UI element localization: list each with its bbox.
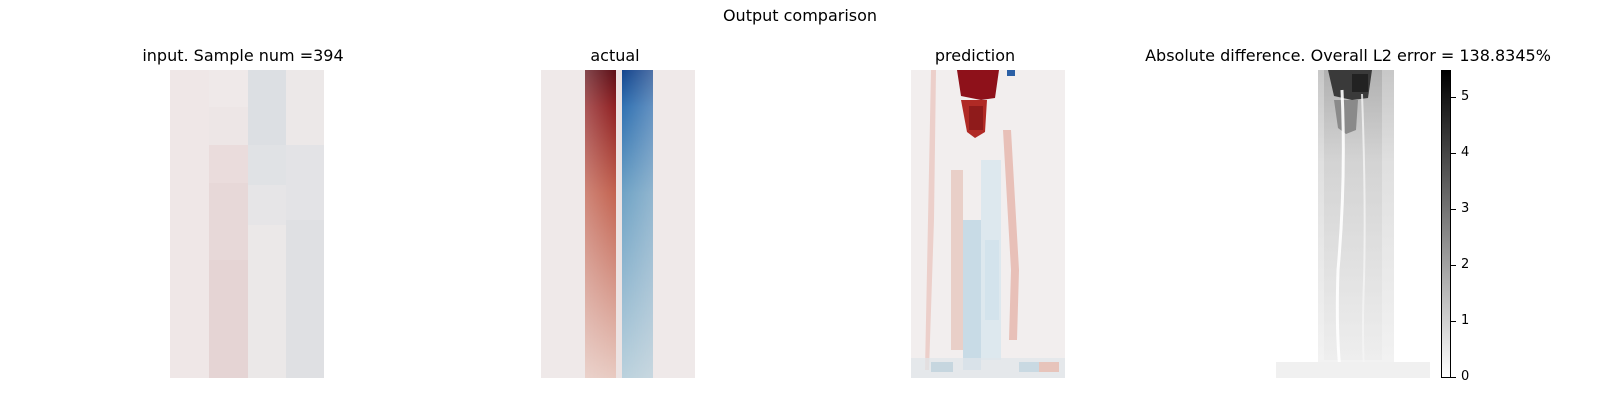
colorbar-tick-mark (1451, 377, 1456, 378)
colorbar-tick-label: 2 (1461, 257, 1470, 272)
colorbar-tick-mark (1451, 265, 1456, 266)
colorbar-tick-mark (1451, 153, 1456, 154)
colorbar-tick-label: 5 (1461, 89, 1470, 104)
difference-heatmap (1276, 70, 1430, 378)
input-panel-title: input. Sample num =394 (142, 46, 344, 65)
prediction-panel-title: prediction (934, 46, 1016, 65)
colorbar-tick-label: 3 (1461, 201, 1470, 216)
colorbar-gradient (1441, 70, 1451, 378)
colorbar-tick-label: 1 (1461, 313, 1470, 328)
colorbar-tick-mark (1451, 97, 1456, 98)
actual-heatmap (541, 70, 695, 378)
prediction-heatmap (911, 70, 1065, 378)
colorbar: 0 1 2 3 4 5 (1441, 70, 1469, 383)
colorbar-tick-label: 4 (1461, 145, 1470, 160)
colorbar-tick-label: 0 (1461, 369, 1470, 384)
difference-panel-title: Absolute difference. Overall L2 error = … (1145, 46, 1551, 65)
actual-panel-title: actual (590, 46, 640, 65)
input-heatmap (170, 70, 324, 378)
figure-title: Output comparison (722, 6, 878, 25)
colorbar-tick-mark (1451, 321, 1456, 322)
colorbar-tick-mark (1451, 209, 1456, 210)
